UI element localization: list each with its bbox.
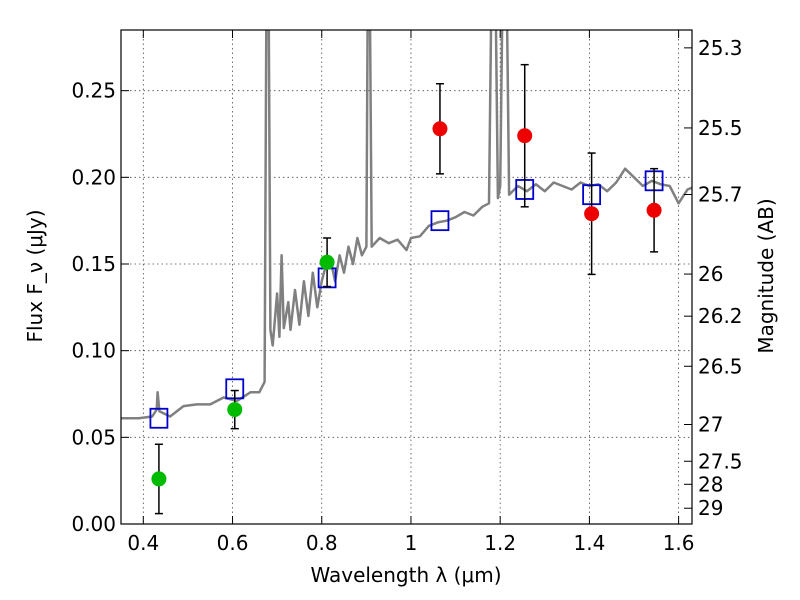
grid: [121, 30, 692, 525]
right-axis-label: Magnitude (AB): [754, 198, 778, 353]
y-tick-label: 0.00: [71, 512, 116, 536]
y-tick-label: 0.10: [71, 339, 116, 363]
marker-layer: [149, 63, 664, 515]
x-tick-label: 1.6: [663, 531, 695, 555]
right-tick-label: 29: [698, 496, 723, 520]
right-tick-label: 26.5: [698, 354, 743, 378]
observed-point: [151, 471, 167, 487]
observed-point: [646, 202, 662, 218]
x-tick-label: 0.8: [306, 531, 338, 555]
observed-point: [432, 121, 448, 137]
y-tick-label: 0.25: [71, 79, 116, 103]
model-photometry-square: [149, 407, 169, 429]
model-sed-layer: [121, 30, 692, 420]
model-photometry-square: [430, 210, 450, 232]
right-tick-label: 26.2: [698, 304, 743, 328]
observed-point: [584, 206, 600, 222]
model-sed-line: [121, 30, 692, 420]
y-tick-label: 0.20: [71, 165, 116, 189]
right-tick-label: 28: [698, 472, 723, 496]
right-tick-label: 27.5: [698, 449, 743, 473]
observed-point: [227, 402, 243, 418]
x-axis-label: Wavelength λ (μm): [310, 563, 501, 587]
observed-point: [517, 128, 533, 144]
x-tick-label: 1.4: [573, 531, 605, 555]
y-tick-label: 0.05: [71, 425, 116, 449]
x-tick-label: 0.4: [127, 531, 159, 555]
right-tick-label: 25.3: [698, 36, 743, 60]
y-axis-label: Flux F_ν (μJy): [23, 209, 47, 342]
y-tick-label: 0.15: [71, 252, 116, 276]
right-tick-label: 25.7: [698, 182, 743, 206]
right-tick-label: 27: [698, 413, 723, 437]
observed-point: [319, 254, 335, 270]
tick-layer: 0.4 0.6 0.8 1 1.2 1.4 1.6 0.00 0.05 0.10 0.15 0.20 0…: [71, 30, 743, 555]
x-tick-label: 1: [405, 531, 418, 555]
right-tick-label: 25.5: [698, 116, 743, 140]
plot-frame: [120, 29, 693, 525]
x-tick-label: 1.2: [484, 531, 516, 555]
right-tick-label: 26: [698, 262, 723, 286]
x-tick-label: 0.6: [217, 531, 249, 555]
